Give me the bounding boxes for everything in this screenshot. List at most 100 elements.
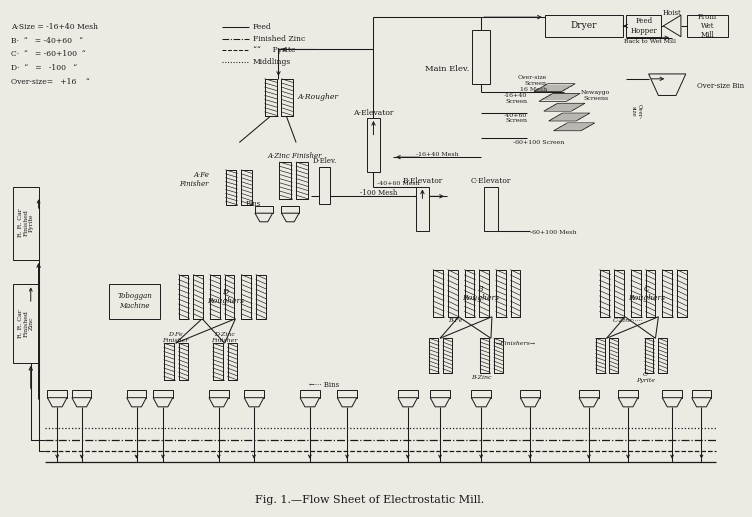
Bar [494, 338, 502, 373]
Text: A·Rougher: A·Rougher [298, 94, 339, 101]
Polygon shape [663, 15, 681, 37]
Text: A·Size = -16+40 Mesh: A·Size = -16+40 Mesh [11, 23, 99, 31]
Polygon shape [430, 398, 450, 407]
Text: Fig. 1.—Flow Sheet of Electrostatic Mill.: Fig. 1.—Flow Sheet of Electrostatic Mill… [255, 495, 484, 505]
Bar [646, 270, 656, 317]
Bar [164, 343, 174, 381]
Text: Back to Wet Mill: Back to Wet Mill [623, 39, 675, 44]
Bar [644, 338, 653, 373]
Bar [193, 275, 203, 318]
Text: D·Elev.: D·Elev. [312, 157, 337, 165]
Bar [430, 390, 450, 398]
Polygon shape [579, 398, 599, 407]
Text: -16+40
Screen: -16+40 Screen [504, 93, 527, 104]
Bar [481, 338, 489, 373]
Bar [281, 79, 293, 116]
Bar [631, 270, 641, 317]
Polygon shape [618, 398, 638, 407]
Polygon shape [663, 398, 682, 407]
Bar [579, 390, 599, 398]
Bar [255, 206, 273, 213]
Polygon shape [544, 103, 585, 111]
Text: B·Zinc: B·Zinc [471, 375, 491, 380]
Bar [599, 270, 609, 317]
Bar [433, 270, 443, 317]
Polygon shape [153, 398, 173, 407]
Bar [280, 162, 291, 199]
Bar [210, 275, 220, 318]
Text: -40+60 Mesh: -40+60 Mesh [377, 181, 420, 186]
Polygon shape [692, 398, 711, 407]
Polygon shape [209, 398, 229, 407]
Polygon shape [281, 213, 299, 222]
Bar [687, 15, 728, 37]
Bar [226, 170, 236, 205]
Bar [153, 390, 173, 398]
Bar [496, 270, 505, 317]
Bar [614, 270, 624, 317]
Bar [13, 284, 38, 363]
Text: -16+40 Mesh: -16+40 Mesh [416, 151, 459, 157]
Text: D·  “   =   -100   “: D· “ = -100 “ [11, 64, 77, 72]
Bar [296, 162, 308, 199]
Text: Over-size Bin: Over-size Bin [696, 82, 744, 89]
Bar [47, 390, 67, 398]
Text: C·Zinc·····: C·Zinc····· [613, 318, 644, 323]
Text: Feed: Feed [253, 23, 271, 31]
Polygon shape [127, 398, 147, 407]
Bar [209, 390, 229, 398]
Text: Over-
size: Over- size [630, 103, 641, 119]
Text: C
Roughers: C Roughers [628, 285, 666, 302]
Text: Over-size=   +16    “: Over-size= +16 “ [11, 78, 90, 86]
Text: Newaygo
Screens: Newaygo Screens [581, 90, 611, 101]
Text: C·Elevator: C·Elevator [471, 177, 511, 185]
Text: Middlings: Middlings [253, 58, 291, 66]
Text: Finished Zinc: Finished Zinc [253, 35, 305, 43]
Bar [663, 270, 672, 317]
Bar [265, 79, 277, 116]
Text: C·  “   = -60+100  “: C· “ = -60+100 “ [11, 50, 86, 58]
Text: D
Roughers: D Roughers [207, 287, 244, 305]
Bar [127, 390, 147, 398]
Text: ←Finishers→: ←Finishers→ [496, 341, 535, 346]
Bar [626, 15, 661, 37]
Bar [244, 390, 264, 398]
Polygon shape [337, 398, 356, 407]
Polygon shape [472, 398, 491, 407]
Polygon shape [539, 94, 580, 101]
Bar [659, 338, 667, 373]
Bar [213, 343, 223, 381]
Text: R. R. Car
Finished
Zinc: R. R. Car Finished Zinc [17, 309, 34, 338]
Polygon shape [520, 398, 540, 407]
Bar [511, 270, 520, 317]
Text: A-Elevator: A-Elevator [353, 109, 393, 117]
Bar [241, 275, 251, 318]
Bar [398, 390, 417, 398]
Text: ““     Pyrite: ““ Pyrite [253, 47, 296, 54]
Text: B·Elevator: B·Elevator [402, 177, 442, 185]
Bar [443, 338, 452, 373]
Polygon shape [549, 113, 590, 121]
Text: Toboggan
Machine: Toboggan Machine [117, 293, 152, 310]
Bar [663, 390, 682, 398]
Text: A·Fe
Finisher: A·Fe Finisher [180, 171, 209, 188]
Polygon shape [255, 213, 273, 222]
Text: B·Fe·: B·Fe· [448, 318, 465, 323]
Bar [179, 275, 189, 318]
Bar [692, 390, 711, 398]
Bar [319, 167, 330, 204]
Text: -60+100 Mesh: -60+100 Mesh [530, 230, 577, 235]
Bar [337, 390, 356, 398]
Bar [448, 270, 458, 317]
Bar [228, 343, 238, 381]
Polygon shape [244, 398, 264, 407]
Text: -40+60
Screen: -40+60 Screen [504, 113, 527, 124]
Text: Main Elev.: Main Elev. [425, 65, 469, 73]
Text: A·Zinc Finisher: A·Zinc Finisher [268, 152, 323, 160]
Bar [256, 275, 265, 318]
Bar [241, 170, 252, 205]
Bar [109, 284, 160, 318]
Polygon shape [72, 398, 92, 407]
Polygon shape [398, 398, 417, 407]
Bar [618, 390, 638, 398]
